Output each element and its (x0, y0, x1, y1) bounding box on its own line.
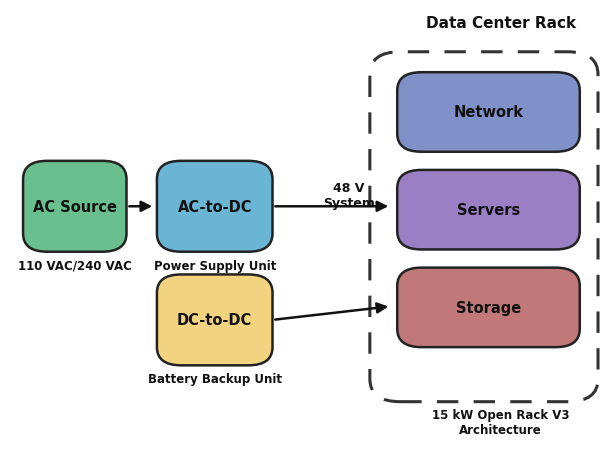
Text: DC-to-DC: DC-to-DC (177, 313, 253, 328)
Text: AC-to-DC: AC-to-DC (177, 199, 252, 214)
Text: 48 V
System: 48 V System (323, 181, 375, 209)
Text: Battery Backup Unit: Battery Backup Unit (148, 372, 282, 385)
Text: Storage: Storage (456, 300, 521, 315)
Text: Network: Network (453, 105, 524, 120)
FancyBboxPatch shape (397, 268, 580, 347)
Text: 110 VAC/240 VAC: 110 VAC/240 VAC (18, 259, 132, 272)
Text: Data Center Rack: Data Center Rack (426, 17, 576, 31)
Text: Servers: Servers (457, 203, 520, 218)
FancyBboxPatch shape (397, 73, 580, 152)
Text: 15 kW Open Rack V3
Architecture: 15 kW Open Rack V3 Architecture (432, 408, 569, 436)
Text: Power Supply Unit: Power Supply Unit (153, 259, 276, 272)
FancyBboxPatch shape (157, 162, 272, 252)
Text: AC Source: AC Source (33, 199, 117, 214)
FancyBboxPatch shape (397, 171, 580, 250)
FancyBboxPatch shape (23, 162, 126, 252)
FancyBboxPatch shape (157, 275, 272, 365)
